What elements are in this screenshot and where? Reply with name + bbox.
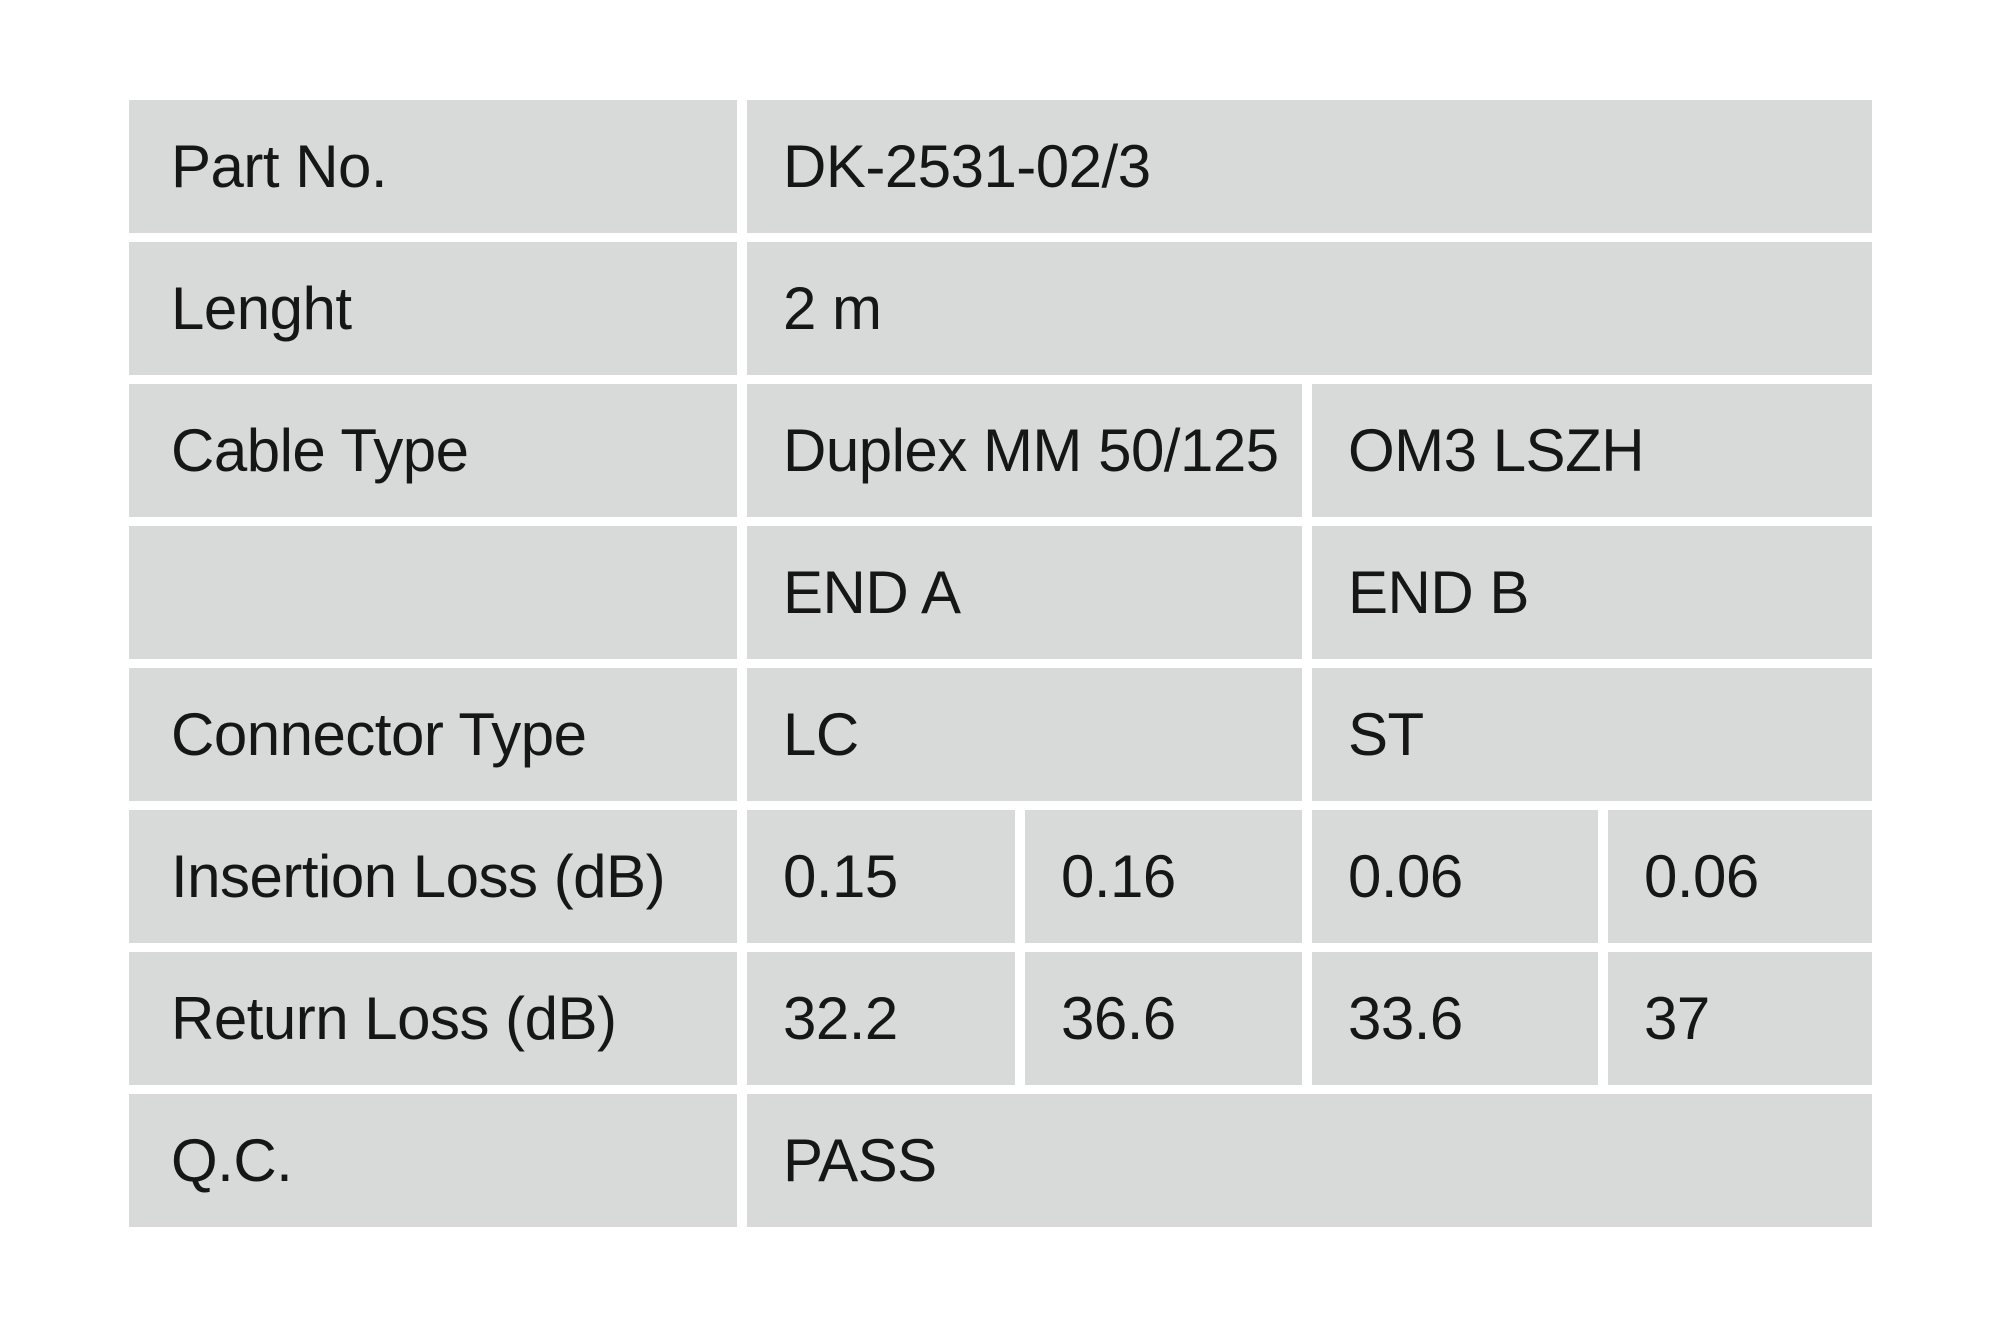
spec-table: Part No. DK-2531-02/3 Lenght 2 m Cable T…	[129, 100, 1872, 1227]
insertion-loss-end-a-fiber1-cell: 0.15	[747, 810, 1015, 943]
cable-type-value-cell-1: Duplex MM 50/125	[747, 384, 1302, 517]
part-no-value-cell: DK-2531-02/3	[747, 100, 1872, 233]
insertion-loss-label-cell: Insertion Loss (dB)	[129, 810, 737, 943]
insertion-loss-end-a-fiber2-cell: 0.16	[1025, 810, 1302, 943]
qc-label-cell: Q.C.	[129, 1094, 737, 1227]
end-a-header-cell: END A	[747, 526, 1302, 659]
connector-type-end-a-cell: LC	[747, 668, 1302, 801]
return-loss-end-a-fiber2-cell: 36.6	[1025, 952, 1302, 1085]
qc-value-cell: PASS	[747, 1094, 1872, 1227]
insertion-loss-end-b-fiber1-cell: 0.06	[1312, 810, 1598, 943]
end-header-empty-cell	[129, 526, 737, 659]
return-loss-label-cell: Return Loss (dB)	[129, 952, 737, 1085]
length-label-cell: Lenght	[129, 242, 737, 375]
cable-type-value-cell-2: OM3 LSZH	[1312, 384, 1872, 517]
connector-type-end-b-cell: ST	[1312, 668, 1872, 801]
length-value-cell: 2 m	[747, 242, 1872, 375]
insertion-loss-end-b-fiber2-cell: 0.06	[1608, 810, 1872, 943]
return-loss-end-a-fiber1-cell: 32.2	[747, 952, 1015, 1085]
end-b-header-cell: END B	[1312, 526, 1872, 659]
connector-type-label-cell: Connector Type	[129, 668, 737, 801]
return-loss-end-b-fiber2-cell: 37	[1608, 952, 1872, 1085]
cable-type-label-cell: Cable Type	[129, 384, 737, 517]
part-no-label-cell: Part No.	[129, 100, 737, 233]
return-loss-end-b-fiber1-cell: 33.6	[1312, 952, 1598, 1085]
